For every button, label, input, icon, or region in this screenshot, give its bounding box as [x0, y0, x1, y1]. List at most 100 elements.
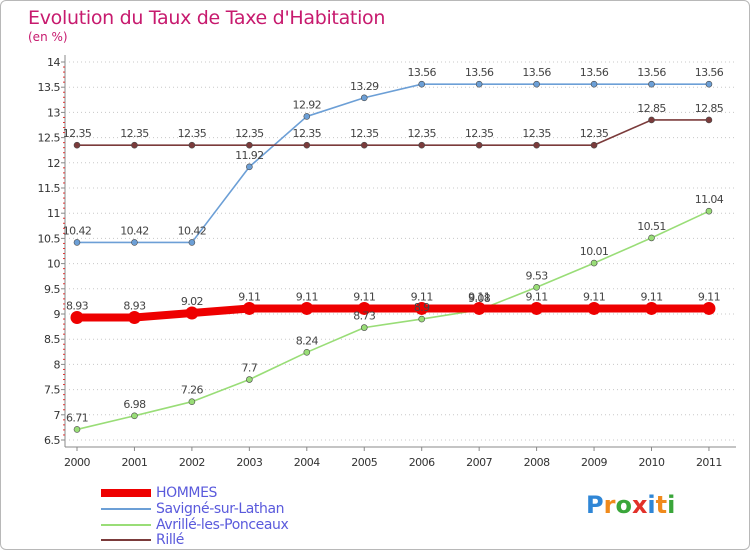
- data-label: 8.24: [296, 334, 319, 347]
- chart-title: Evolution du Taux de Taxe d'Habitation: [28, 7, 386, 29]
- y-tick-label: 6.5: [44, 434, 60, 447]
- logo-letter: r: [603, 491, 616, 519]
- logo-letter: x: [631, 491, 648, 519]
- data-point: [360, 141, 368, 149]
- legend-label: Rillé: [156, 532, 185, 548]
- data-label: 12.92: [293, 98, 322, 111]
- logo-letter: i: [647, 491, 656, 519]
- data-point: [127, 311, 141, 325]
- legend-item: Rillé: [101, 532, 185, 548]
- data-label: 9.02: [181, 295, 203, 308]
- data-label: 8.73: [353, 310, 376, 323]
- data-point: [360, 94, 368, 102]
- data-label: 13.56: [465, 66, 494, 79]
- data-point: [185, 306, 199, 320]
- y-tick-label: 14: [47, 56, 60, 69]
- data-point: [73, 141, 81, 149]
- y-tick-label: 9: [54, 308, 61, 321]
- series-line-2: [76, 210, 710, 431]
- data-label: 13.56: [522, 66, 551, 79]
- data-point: [418, 315, 426, 323]
- data-label: 9.11: [296, 290, 318, 303]
- logo-letter: P: [586, 491, 604, 519]
- logo-letter: o: [615, 491, 632, 519]
- y-tick-label: 12: [47, 157, 60, 170]
- data-label: 10.42: [120, 224, 149, 237]
- data-point: [590, 141, 598, 149]
- data-label: 13.56: [637, 66, 666, 79]
- data-label: 8.93: [123, 300, 146, 313]
- data-label: 9.11: [583, 290, 605, 303]
- data-point: [188, 239, 196, 246]
- x-tick-label: 2006: [409, 456, 435, 469]
- data-point: [73, 239, 81, 246]
- x-tick-label: 2003: [236, 456, 262, 469]
- data-label: 8.93: [66, 300, 89, 313]
- series-line-1: [76, 83, 710, 244]
- legend-item: Avrillé-les-Ponceaux: [101, 517, 289, 533]
- data-label: 13.29: [350, 80, 379, 93]
- y-tick-label: 12.5: [38, 132, 61, 145]
- data-label: 9.11: [238, 290, 260, 303]
- logo-letter: t: [655, 491, 668, 519]
- data-point: [533, 283, 540, 291]
- legend-label: Savigné-sur-Lathan: [156, 501, 285, 517]
- y-tick-label: 8.5: [44, 333, 60, 346]
- data-point: [303, 349, 311, 356]
- data-point: [303, 113, 311, 120]
- data-label: 11.92: [235, 149, 264, 162]
- data-point: [705, 116, 713, 124]
- data-label: 12.85: [637, 102, 666, 115]
- data-label: 12.35: [235, 127, 264, 140]
- data-point: [300, 301, 314, 315]
- data-point: [472, 301, 486, 315]
- series-line-0: [73, 304, 713, 322]
- x-tick-label: 2011: [696, 456, 722, 469]
- y-tick-label: 7: [54, 409, 61, 422]
- data-point: [475, 141, 483, 149]
- y-tick-label: 11: [47, 207, 60, 220]
- legend-swatch: [101, 508, 151, 510]
- data-label: 12.35: [63, 127, 92, 140]
- data-point: [587, 301, 601, 315]
- data-label: 9.11: [411, 290, 433, 303]
- data-point: [360, 324, 368, 331]
- legend-item: HOMMES: [101, 485, 218, 501]
- data-label: 9.11: [468, 290, 490, 303]
- data-point: [246, 376, 253, 383]
- chart-subtitle: (en %): [28, 30, 68, 44]
- data-label: 10.42: [178, 224, 207, 237]
- data-point: [533, 141, 540, 149]
- data-label: 8.9: [414, 301, 430, 314]
- data-label: 12.35: [407, 127, 436, 140]
- data-point: [242, 301, 256, 315]
- data-point: [648, 234, 655, 242]
- data-label: 7.26: [181, 384, 204, 397]
- y-tick-label: 7.5: [44, 384, 60, 397]
- data-point: [188, 141, 196, 149]
- data-point: [475, 80, 483, 88]
- data-point: [645, 301, 658, 315]
- data-label: 6.98: [123, 398, 146, 411]
- y-tick-label: 9.5: [44, 283, 60, 296]
- data-label: 12.35: [178, 127, 207, 140]
- logo-letter: i: [667, 491, 676, 519]
- data-point: [705, 207, 713, 215]
- series-line-3: [76, 119, 710, 146]
- data-label: 12.35: [293, 127, 322, 140]
- legend-label: HOMMES: [156, 485, 218, 501]
- y-tick-label: 13.5: [38, 81, 61, 94]
- data-point: [590, 80, 598, 88]
- data-label: 6.71: [66, 411, 88, 424]
- legend-swatch: [101, 539, 151, 541]
- data-point: [418, 80, 426, 88]
- data-point: [590, 259, 598, 267]
- x-tick-label: 2001: [121, 456, 147, 469]
- data-point: [131, 141, 138, 149]
- data-point: [705, 80, 713, 88]
- data-label: 9.11: [526, 290, 548, 303]
- y-tick-label: 13: [47, 106, 60, 119]
- data-point: [303, 141, 311, 149]
